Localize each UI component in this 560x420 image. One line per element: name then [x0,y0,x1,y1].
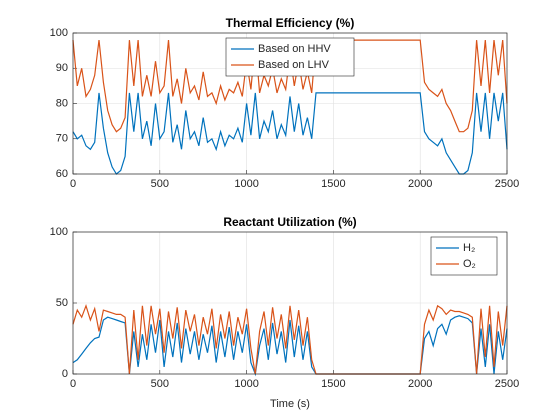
axes-box [72,32,508,175]
y-tick-label: 60 [56,168,68,180]
x-tick-label: 2500 [495,178,519,190]
data-line [72,315,508,377]
data-line [72,92,508,175]
x-axis-label: Time (s) [270,398,310,410]
data-line [72,303,508,375]
chart-title: Thermal Efficiency (%) [226,16,355,30]
legend-box [225,37,355,77]
x-tick-label: 1500 [321,378,345,390]
x-tick-label: 500 [151,378,169,390]
legend-label: Based on LHV [258,59,330,71]
chart-title: Reactant Utilization (%) [223,215,356,229]
x-tick-label: 1500 [321,178,345,190]
y-tick-label: 50 [56,297,68,309]
y-tick-label: 100 [50,27,68,39]
legend-label: Based on HHV [258,43,331,55]
y-tick-label: 100 [50,226,68,238]
y-tick-label: 0 [62,368,68,380]
x-tick-label: 500 [151,178,169,190]
y-tick-label: 70 [56,133,68,145]
x-tick-label: 2000 [408,378,432,390]
y-tick-label: 80 [56,97,68,109]
x-tick-label: 2000 [408,178,432,190]
legend-box [430,236,498,276]
y-tick-label: 90 [56,62,68,74]
x-tick-label: 1000 [234,178,258,190]
x-tick-label: 1000 [234,378,258,390]
x-tick-label: 0 [70,178,76,190]
x-tick-label: 0 [70,378,76,390]
legend-label: O₂ [463,258,476,270]
legend-label: H₂ [463,242,475,254]
axes-box [72,231,508,375]
x-tick-label: 2500 [495,378,519,390]
